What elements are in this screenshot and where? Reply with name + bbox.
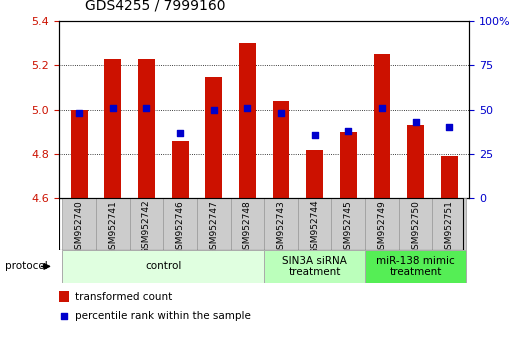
Bar: [205, 76, 222, 198]
Text: GSM952740: GSM952740: [75, 200, 84, 255]
Text: GDS4255 / 7999160: GDS4255 / 7999160: [85, 0, 225, 12]
Text: GSM952744: GSM952744: [310, 200, 319, 255]
Point: [310, 132, 319, 137]
Text: control: control: [145, 261, 182, 272]
Point: [378, 105, 386, 111]
Bar: [230, 198, 264, 250]
Bar: [365, 250, 466, 283]
Bar: [130, 198, 163, 250]
Bar: [63, 198, 96, 250]
Point: [445, 125, 453, 130]
Text: miR-138 mimic
treatment: miR-138 mimic treatment: [376, 256, 455, 277]
Bar: [407, 125, 424, 198]
Point: [307, 233, 315, 238]
Point: [243, 105, 251, 111]
Bar: [441, 156, 458, 198]
Text: GSM952750: GSM952750: [411, 200, 420, 255]
Bar: [71, 110, 88, 198]
Bar: [197, 198, 230, 250]
Point: [176, 130, 184, 136]
Text: GSM952743: GSM952743: [277, 200, 286, 255]
Bar: [239, 44, 256, 198]
Point: [210, 107, 218, 113]
Text: GSM952751: GSM952751: [445, 200, 453, 255]
Text: percentile rank within the sample: percentile rank within the sample: [74, 311, 250, 321]
Bar: [432, 198, 466, 250]
Bar: [105, 59, 121, 198]
Text: GSM952747: GSM952747: [209, 200, 218, 255]
Text: GSM952745: GSM952745: [344, 200, 353, 255]
Point: [109, 105, 117, 111]
Point: [142, 105, 150, 111]
Text: transformed count: transformed count: [74, 292, 172, 302]
Bar: [373, 55, 390, 198]
Bar: [63, 250, 264, 283]
Point: [411, 119, 420, 125]
Bar: [264, 198, 298, 250]
Point: [344, 128, 352, 134]
Text: GSM952741: GSM952741: [108, 200, 117, 255]
Bar: [306, 150, 323, 198]
Bar: [59, 291, 69, 302]
Text: GSM952746: GSM952746: [175, 200, 185, 255]
Text: GSM952742: GSM952742: [142, 200, 151, 255]
Bar: [365, 198, 399, 250]
Bar: [340, 132, 357, 198]
Bar: [172, 141, 188, 198]
Bar: [138, 59, 155, 198]
Bar: [163, 198, 197, 250]
Text: GSM952749: GSM952749: [378, 200, 386, 255]
Text: SIN3A siRNA
treatment: SIN3A siRNA treatment: [282, 256, 347, 277]
Bar: [272, 101, 289, 198]
Bar: [264, 250, 365, 283]
Bar: [298, 198, 331, 250]
Point: [277, 110, 285, 116]
Bar: [331, 198, 365, 250]
Point: [75, 110, 83, 116]
Bar: [96, 198, 130, 250]
Bar: [399, 198, 432, 250]
Text: GSM952748: GSM952748: [243, 200, 252, 255]
Text: protocol: protocol: [5, 261, 48, 272]
